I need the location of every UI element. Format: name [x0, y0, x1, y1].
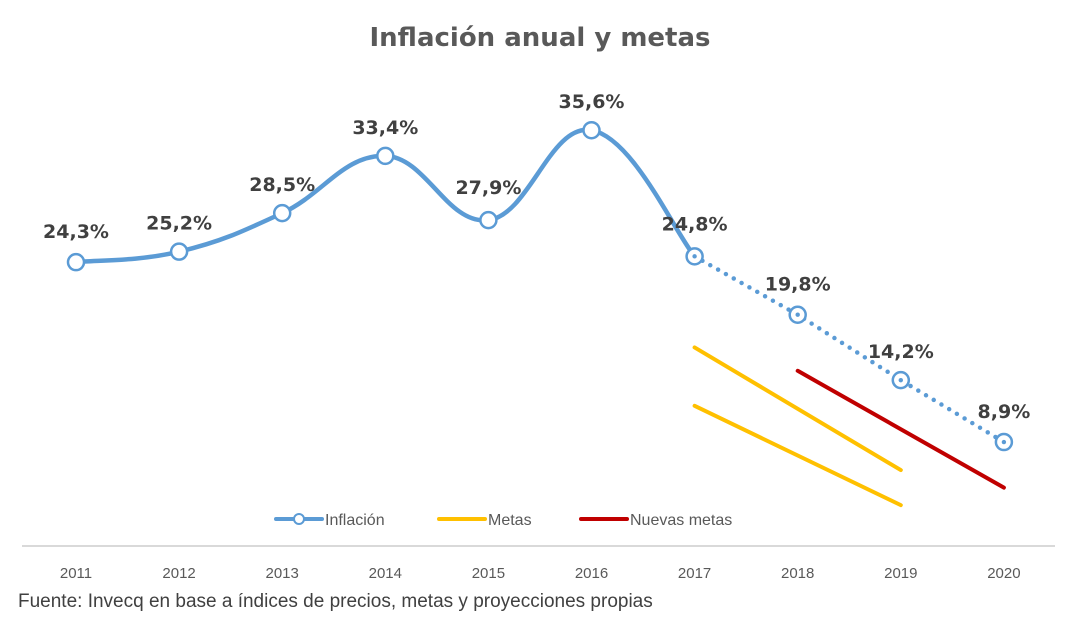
legend-item-nuevas-metas[interactable]: Nuevas metas [579, 512, 732, 529]
x-axis-ticks: 2011 2012 2013 2014 2015 2016 2017 2018 2019 2020 [60, 565, 1021, 582]
legend-label: Inflación [325, 512, 385, 529]
data-label: 8,9% [978, 401, 1031, 423]
x-tick-label: 2017 [678, 565, 711, 582]
inflation-point [169, 242, 189, 261]
legend-label: Nuevas metas [630, 512, 732, 529]
inflation-line-projected [692, 254, 1007, 445]
inflation-point [582, 120, 601, 140]
inflation-point-dot [795, 312, 800, 317]
inflation-point-dot [692, 254, 697, 259]
inflation-layer: 24,3% 25,2% 28,5% 33,4% 27,9% 35,6% 24,8% 19,8%… [43, 91, 1031, 452]
inflation-point-dot [1001, 439, 1007, 445]
data-label: 27,9% [455, 177, 521, 199]
data-label: 28,5% [249, 174, 315, 196]
x-tick-label: 2016 [575, 565, 608, 582]
legend-item-metas[interactable]: Metas [437, 512, 532, 529]
metas-line-lower [692, 403, 903, 508]
data-label: 35,6% [559, 91, 625, 113]
data-label: 14,2% [868, 341, 934, 363]
legend-item-inflacion[interactable]: Inflación [274, 512, 385, 529]
source-note: Fuente: Invecq en base a índices de prec… [18, 591, 653, 612]
legend-marker-icon [293, 513, 305, 525]
x-tick-label: 2011 [60, 565, 92, 582]
metas-layer [692, 345, 1006, 508]
inflation-point [272, 203, 292, 223]
x-tick-label: 2012 [162, 565, 195, 582]
x-tick-label: 2014 [369, 565, 402, 582]
legend-label: Metas [488, 512, 532, 529]
inflation-point-dot [898, 377, 903, 383]
inflation-point [376, 146, 395, 166]
metas-line-upper [692, 345, 903, 473]
data-label: 33,4% [352, 117, 418, 139]
x-tick-label: 2015 [472, 565, 505, 582]
x-tick-label: 2020 [987, 565, 1020, 582]
inflation-point [66, 252, 86, 272]
x-tick-label: 2013 [266, 565, 299, 582]
chart-title: Inflación anual y metas [370, 23, 711, 53]
data-label: 19,8% [765, 274, 831, 296]
data-label: 24,3% [43, 221, 109, 243]
data-label: 24,8% [662, 213, 728, 235]
x-tick-label: 2018 [781, 565, 814, 582]
legend: Inflación Metas Nuevas metas [274, 512, 732, 529]
data-label: 25,2% [146, 213, 212, 235]
nuevas-metas-line-single [795, 368, 1006, 490]
inflation-point [479, 210, 498, 230]
x-tick-label: 2019 [884, 565, 917, 582]
